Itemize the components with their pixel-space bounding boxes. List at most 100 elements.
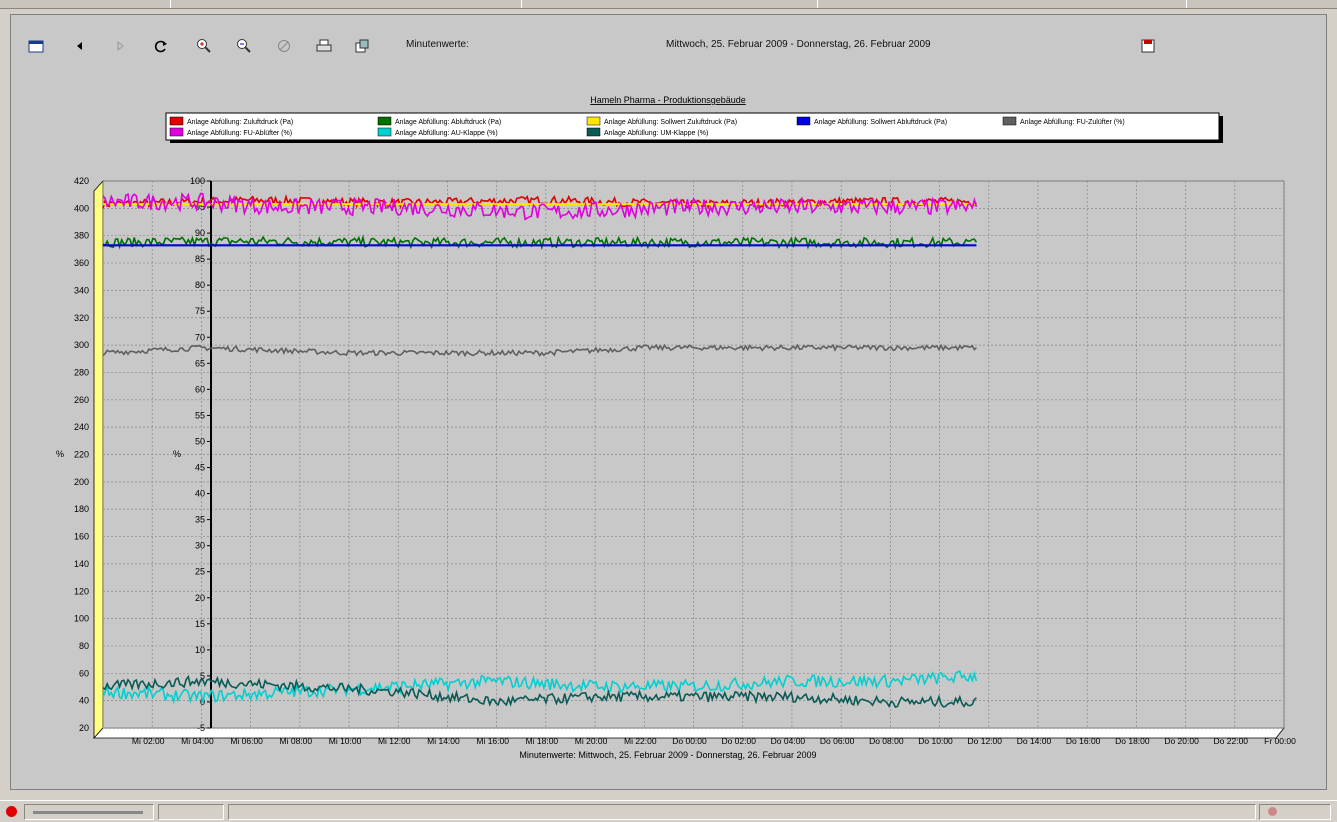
- legend-swatch: [377, 127, 392, 137]
- y-tick-label-right: 25: [195, 567, 205, 577]
- series-line: [102, 234, 978, 251]
- y-tick-label-left: 260: [74, 395, 89, 405]
- y-tick-label-left: 100: [74, 614, 89, 624]
- print-icon[interactable]: [313, 35, 335, 57]
- legend-swatch: [796, 116, 811, 126]
- x-tick-label: Do 16:00: [1066, 736, 1101, 746]
- y-tick-label-right: -5: [197, 723, 205, 733]
- legend-swatch: [586, 127, 601, 137]
- arrow-left-icon[interactable]: [69, 35, 91, 57]
- zoom-in-icon[interactable]: [193, 35, 215, 57]
- y-tick-label-left: 400: [74, 203, 89, 213]
- y-tick-label-left: 180: [74, 504, 89, 514]
- y-tick-label-left: 120: [74, 586, 89, 596]
- x-tick-label: Mi 18:00: [526, 736, 559, 746]
- legend-label: Anlage Abfüllung: Sollwert Zuluftdruck (…: [604, 119, 737, 126]
- legend-swatch: [169, 116, 184, 126]
- legend-swatch: [586, 116, 601, 126]
- y-tick-label-left: 240: [74, 422, 89, 432]
- y-tick-label-right: 75: [195, 306, 205, 316]
- legend-label: Anlage Abfüllung: AU-Klappe (%): [395, 130, 498, 137]
- x-tick-label: Do 22:00: [1214, 736, 1249, 746]
- status-indicator-icon: [6, 806, 17, 817]
- series-line: [102, 674, 977, 709]
- x-tick-label: Do 10:00: [918, 736, 953, 746]
- x-tick-label: Mi 10:00: [329, 736, 362, 746]
- status-error-icon: [1268, 807, 1277, 816]
- export-icon[interactable]: [351, 35, 373, 57]
- toolbar: Minutenwerte: Mittwoch, 25. Februar 2009…: [11, 15, 1326, 73]
- save-icon[interactable]: [1137, 35, 1159, 57]
- legend-swatch: [1002, 116, 1017, 126]
- calendar-icon[interactable]: [25, 35, 47, 57]
- cancel-icon[interactable]: [273, 35, 295, 57]
- y-tick-label-right: 45: [195, 463, 205, 473]
- x-tick-label: Do 00:00: [672, 736, 707, 746]
- y-tick-label-left: 380: [74, 231, 89, 241]
- y-tick-label-right: 85: [195, 254, 205, 264]
- y-tick-label-right: 35: [195, 515, 205, 525]
- arrow-right-icon[interactable]: [109, 35, 131, 57]
- x-tick-label: Do 18:00: [1115, 736, 1150, 746]
- y-axis-label-right: %: [173, 449, 181, 459]
- x-tick-label: Do 06:00: [820, 736, 855, 746]
- legend-label: Anlage Abfüllung: FU-Zulüfter (%): [1020, 119, 1125, 126]
- x-tick-label: Mi 20:00: [575, 736, 608, 746]
- series-line: [102, 192, 978, 221]
- x-tick-label: Mi 12:00: [378, 736, 411, 746]
- y-tick-label-left: 80: [79, 641, 89, 651]
- y-tick-label-right: 65: [195, 358, 205, 368]
- y-tick-label-right: 70: [195, 332, 205, 342]
- x-tick-label: Do 14:00: [1017, 736, 1052, 746]
- y-tick-label-right: 30: [195, 541, 205, 551]
- y-tick-label-right: 90: [195, 228, 205, 238]
- series-line: [102, 670, 978, 705]
- legend-label: Anlage Abfüllung: Zuluftdruck (Pa): [187, 119, 293, 126]
- y-tick-label-left: 160: [74, 532, 89, 542]
- y-tick-label-right: 80: [195, 280, 205, 290]
- y-tick-label-left: 280: [74, 367, 89, 377]
- y-tick-label-left: 20: [79, 723, 89, 733]
- refresh-icon[interactable]: [150, 35, 172, 57]
- legend-label: Anlage Abfüllung: FU-Ablüfter (%): [187, 130, 292, 137]
- series-line: [102, 343, 977, 358]
- window-top-strip: [0, 0, 1337, 9]
- x-tick-label: Mi 06:00: [230, 736, 263, 746]
- x-tick-label: Do 12:00: [968, 736, 1003, 746]
- mode-label: Minutenwerte:: [406, 39, 469, 50]
- y-tick-label-right: 40: [195, 489, 205, 499]
- y-tick-label-left: 340: [74, 285, 89, 295]
- y-tick-label-left: 420: [74, 176, 89, 186]
- zoom-out-icon[interactable]: [233, 35, 255, 57]
- x-tick-label: Mi 14:00: [427, 736, 460, 746]
- y-tick-label-right: 60: [195, 384, 205, 394]
- y-tick-label-right: 100: [190, 176, 205, 186]
- x-tick-label: Do 02:00: [721, 736, 756, 746]
- y-tick-label-left: 200: [74, 477, 89, 487]
- x-axis-label: Minutenwerte: Mittwoch, 25. Februar 2009…: [519, 750, 816, 760]
- x-tick-label: Do 08:00: [869, 736, 904, 746]
- y-tick-label-left: 220: [74, 450, 89, 460]
- y-tick-label-left: 60: [79, 668, 89, 678]
- x-tick-label: Do 04:00: [771, 736, 806, 746]
- y-tick-label-right: 10: [195, 645, 205, 655]
- y-tick-label-right: 95: [195, 202, 205, 212]
- y-tick-label-left: 300: [74, 340, 89, 350]
- status-cell-main: [228, 804, 1256, 820]
- y-tick-label-left: 360: [74, 258, 89, 268]
- chart-title: Hameln Pharma - Produktionsgebäude: [590, 95, 746, 105]
- y-tick-label-left: 320: [74, 313, 89, 323]
- x-tick-label: Mi 02:00: [132, 736, 165, 746]
- status-cell: [158, 804, 224, 820]
- y-tick-label-right: 50: [195, 436, 205, 446]
- legend-label: Anlage Abfüllung: Abluftdruck (Pa): [395, 119, 501, 126]
- status-cell-right: [1259, 804, 1331, 820]
- legend-swatch: [377, 116, 392, 126]
- y-tick-label-left: 40: [79, 696, 89, 706]
- y-tick-label-right: 55: [195, 410, 205, 420]
- x-tick-label: Mi 08:00: [280, 736, 313, 746]
- x-tick-label: Fr 00:00: [1264, 736, 1296, 746]
- x-tick-label: Mi 16:00: [476, 736, 509, 746]
- y-tick-label-right: 15: [195, 619, 205, 629]
- status-cell-text-blurred: [33, 811, 143, 814]
